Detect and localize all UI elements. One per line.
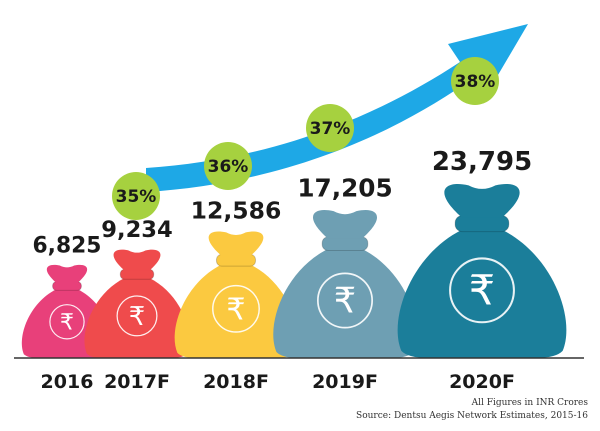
category-label-2018F: 2018F (203, 371, 269, 393)
growth-label: 37% (310, 119, 351, 139)
rupee-ring (317, 272, 373, 329)
rupee-icon: ₹ (226, 292, 245, 327)
bag-neck (321, 236, 369, 252)
growth-label: 36% (208, 157, 249, 177)
rupee-ring (212, 284, 260, 333)
bag-body (174, 264, 298, 358)
bag-neck (215, 253, 257, 267)
money-bag-2018F: ₹ (174, 231, 298, 358)
rupee-icon: ₹ (469, 266, 495, 315)
value-label-2020F: 23,795 (432, 147, 532, 177)
bag-body (397, 229, 567, 358)
category-label-2017F: 2017F (104, 371, 170, 393)
bag-neck (454, 215, 510, 233)
bag-neck (52, 281, 82, 291)
category-label-2019F: 2019F (312, 371, 378, 393)
rupee-ring (49, 304, 85, 340)
growth-circle (451, 57, 499, 105)
bag-knot (444, 184, 520, 218)
rupee-icon: ₹ (60, 309, 74, 335)
value-label-2016: 6,825 (33, 234, 102, 259)
growth-circle (112, 172, 160, 220)
bag-knot (312, 210, 378, 239)
growth-label: 38% (455, 72, 496, 92)
bag-neck (119, 268, 155, 280)
bag-body (273, 249, 417, 358)
units-note: All Figures in INR Crores (471, 398, 588, 408)
bag-knot (113, 249, 161, 271)
bag-knot (46, 264, 88, 283)
growth-arrow-icon (146, 24, 528, 192)
category-label-2016: 2016 (41, 371, 94, 393)
money-bag-2020F: ₹ (397, 184, 567, 358)
source-note: Source: Dentsu Aegis Network Estimates, … (356, 411, 588, 421)
bag-knot (208, 231, 264, 256)
money-bag-2017F: ₹ (84, 249, 190, 358)
value-label-2019F: 17,205 (297, 174, 392, 203)
rupee-icon: ₹ (334, 281, 356, 322)
growth-label: 35% (116, 187, 157, 207)
rupee-icon: ₹ (129, 302, 145, 332)
bag-body (84, 278, 190, 358)
growth-circle (204, 142, 252, 190)
rupee-ring (449, 257, 515, 324)
category-label-2020F: 2020F (449, 371, 515, 393)
growth-circle (306, 104, 354, 152)
money-bag-2019F: ₹ (273, 210, 417, 358)
value-label-2017F: 9,234 (101, 217, 172, 243)
rupee-ring (116, 295, 158, 337)
value-label-2018F: 12,586 (191, 197, 282, 225)
